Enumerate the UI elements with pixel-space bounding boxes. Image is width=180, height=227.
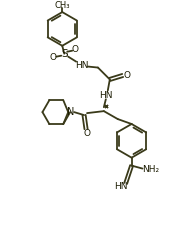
Text: HN: HN — [114, 182, 127, 191]
Text: CH₃: CH₃ — [55, 1, 70, 10]
Text: HN: HN — [75, 61, 89, 70]
Text: S: S — [61, 49, 68, 59]
Text: NH₂: NH₂ — [142, 165, 159, 174]
Text: O: O — [84, 129, 91, 138]
Text: O: O — [123, 71, 130, 80]
Text: O: O — [50, 53, 57, 62]
Text: N: N — [66, 107, 74, 117]
Text: O: O — [72, 45, 79, 54]
Text: HN: HN — [99, 91, 113, 100]
